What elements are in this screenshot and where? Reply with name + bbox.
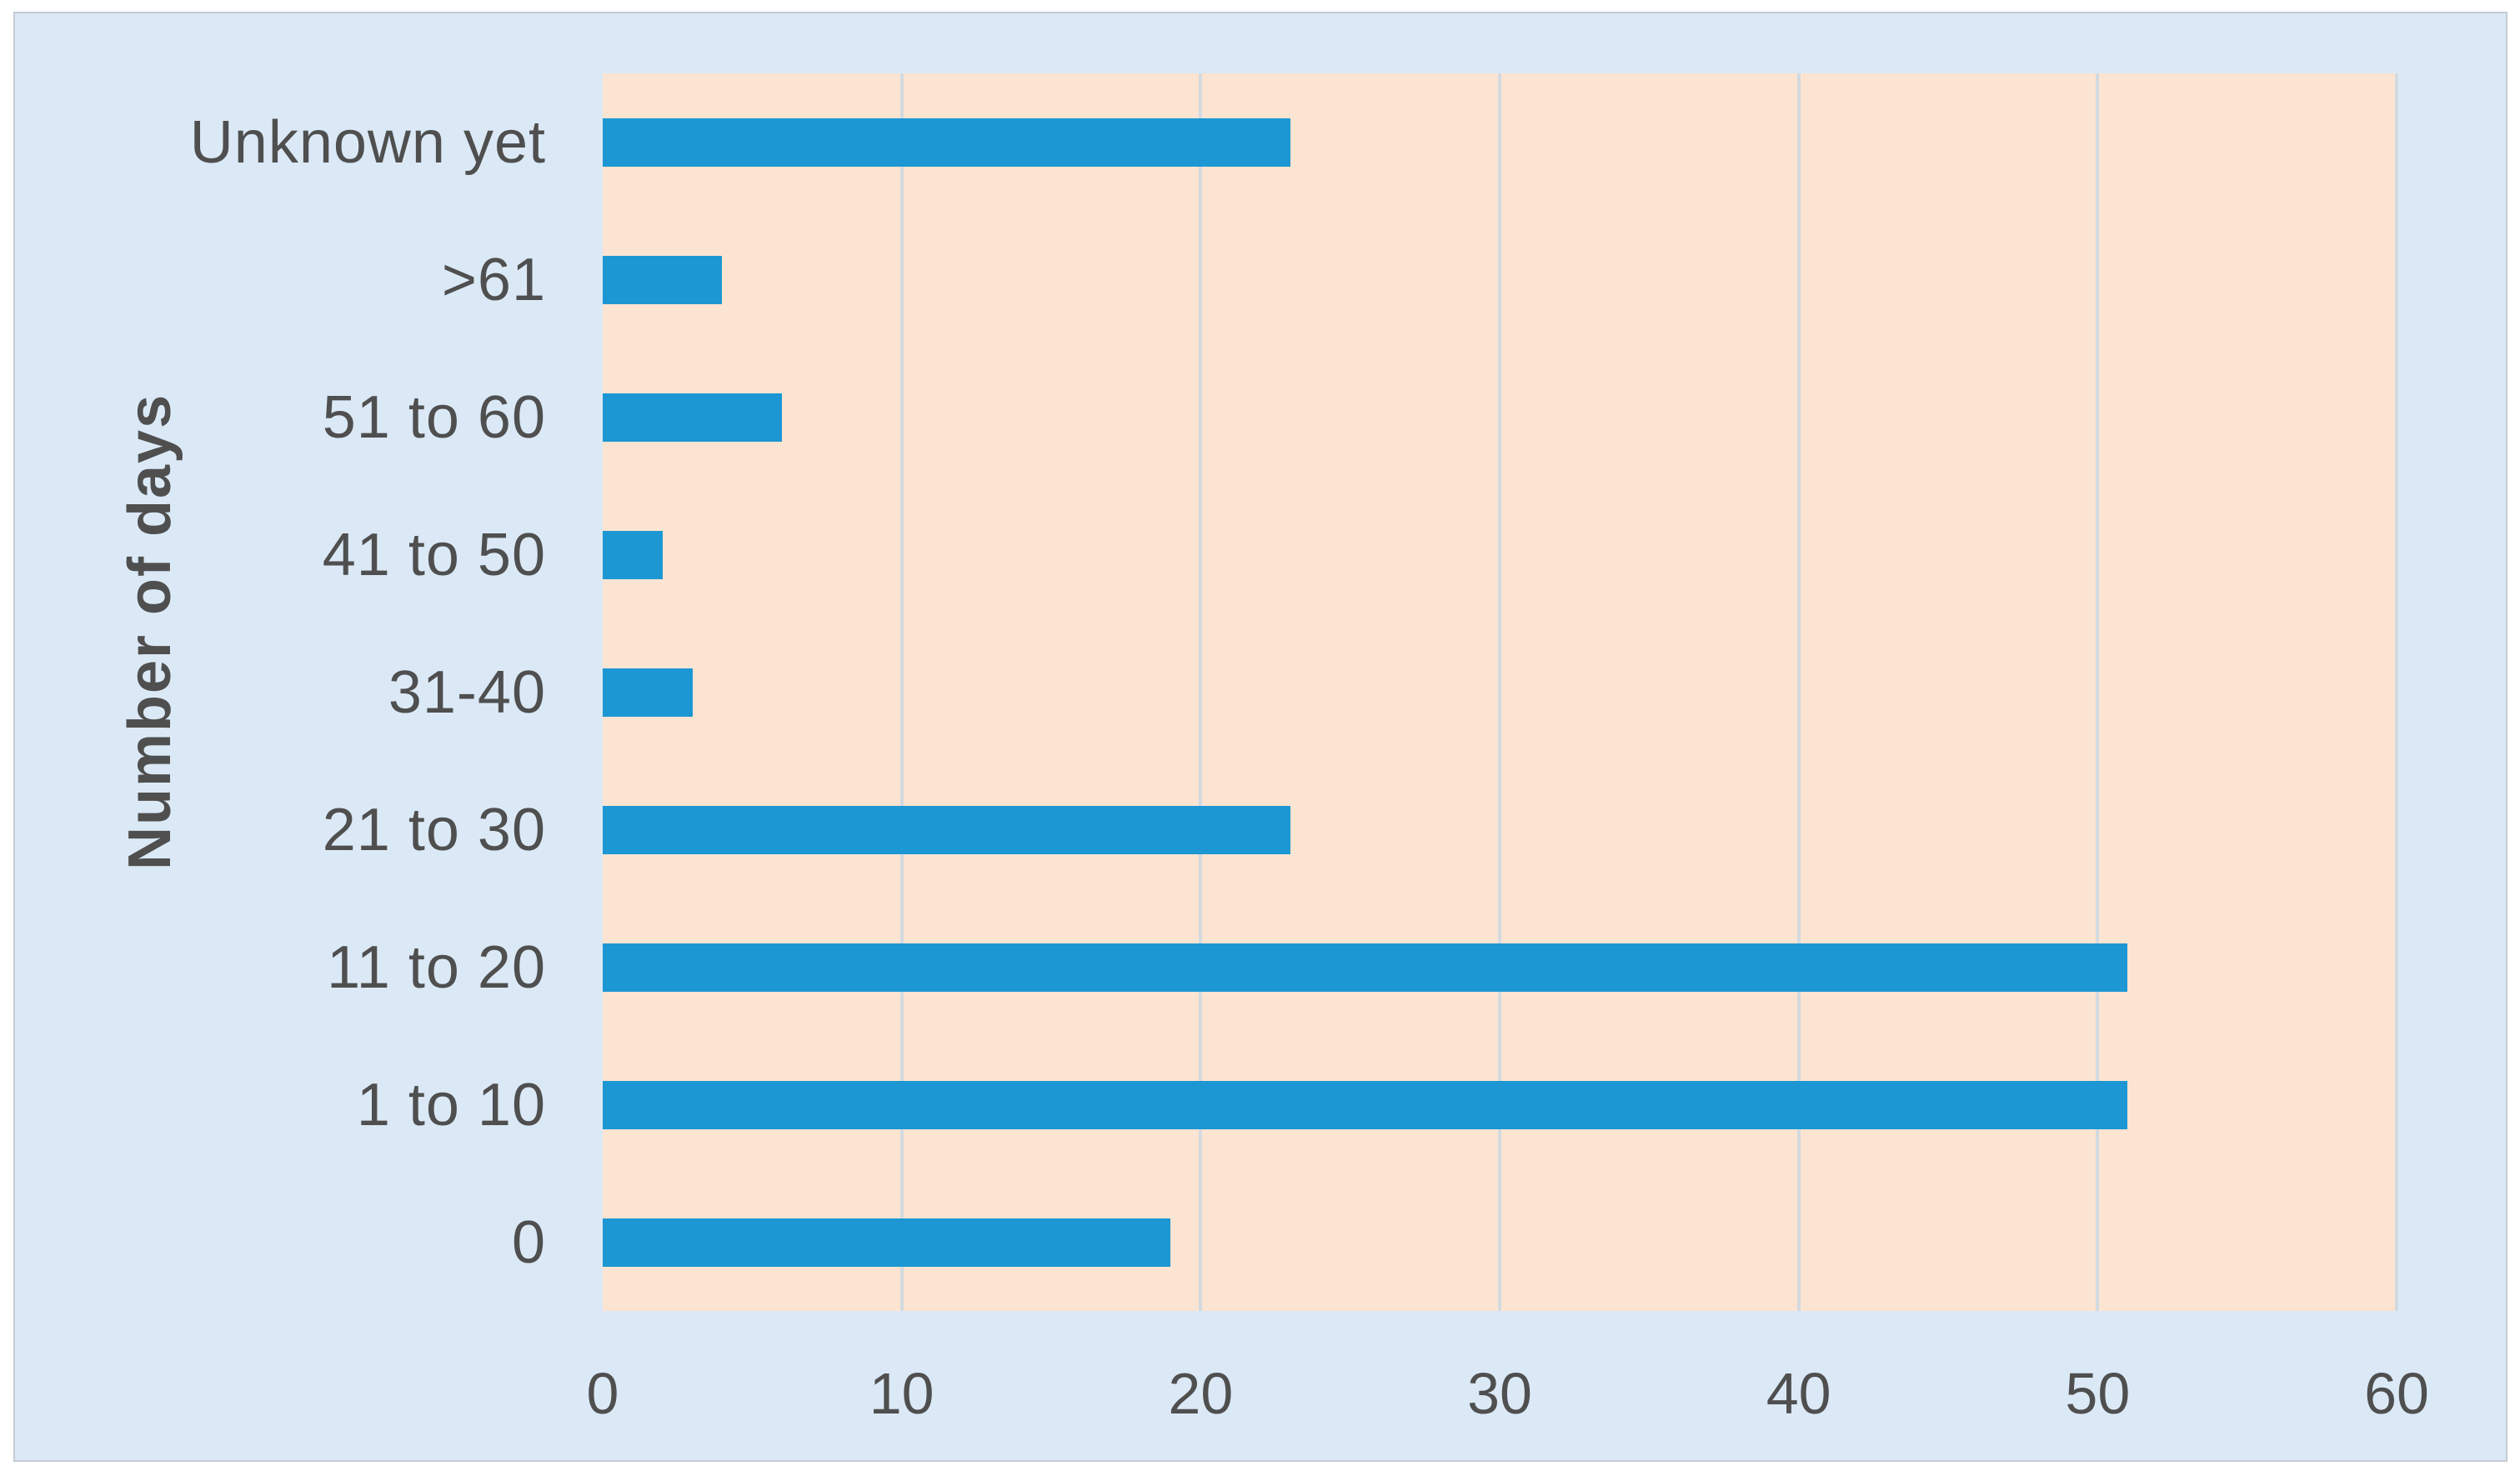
bar-11-to-20 bbox=[603, 943, 2128, 992]
bar-51-to-60 bbox=[603, 393, 783, 442]
bar-21-to-30 bbox=[603, 805, 1290, 854]
category-label: 0 bbox=[511, 1208, 546, 1276]
category-label: 51 to 60 bbox=[322, 383, 546, 451]
category-label: 31-40 bbox=[388, 658, 546, 726]
x-tick-label: 60 bbox=[2364, 1361, 2429, 1426]
gridline-x-20 bbox=[1199, 73, 1203, 1311]
category-label: 11 to 20 bbox=[327, 933, 546, 1001]
gridline-x-10 bbox=[899, 73, 904, 1311]
bar-41-to-50 bbox=[603, 530, 663, 579]
category-label: 1 to 10 bbox=[356, 1071, 546, 1138]
x-tick-label: 20 bbox=[1168, 1361, 1234, 1426]
bar-1-to-10 bbox=[603, 1080, 2128, 1129]
category-label: 21 to 30 bbox=[322, 796, 546, 863]
gridline-x-50 bbox=[2096, 73, 2100, 1311]
bar-0 bbox=[603, 1218, 1171, 1267]
x-tick-label: 30 bbox=[1467, 1361, 1532, 1426]
bar-unknown-yet bbox=[603, 118, 1290, 167]
gridline-x-40 bbox=[1796, 73, 1801, 1311]
bar-31-40 bbox=[603, 668, 693, 717]
bar-chart: Number of days Unknown yet >61 51 to 60 41 … bbox=[13, 12, 2507, 1462]
x-tick-label: 40 bbox=[1766, 1361, 1831, 1426]
bar->61 bbox=[603, 255, 723, 304]
x-tick-label: 10 bbox=[869, 1361, 934, 1426]
gridline-x-30 bbox=[1498, 73, 1501, 1311]
category-label: >61 bbox=[441, 246, 546, 313]
x-tick-label: 0 bbox=[586, 1361, 619, 1426]
category-label: 41 to 50 bbox=[322, 521, 546, 588]
plot-area bbox=[603, 73, 2398, 1311]
x-tick-label: 50 bbox=[2065, 1361, 2131, 1426]
gridline-x-60 bbox=[2395, 73, 2398, 1311]
category-label: Unknown yet bbox=[189, 108, 546, 176]
